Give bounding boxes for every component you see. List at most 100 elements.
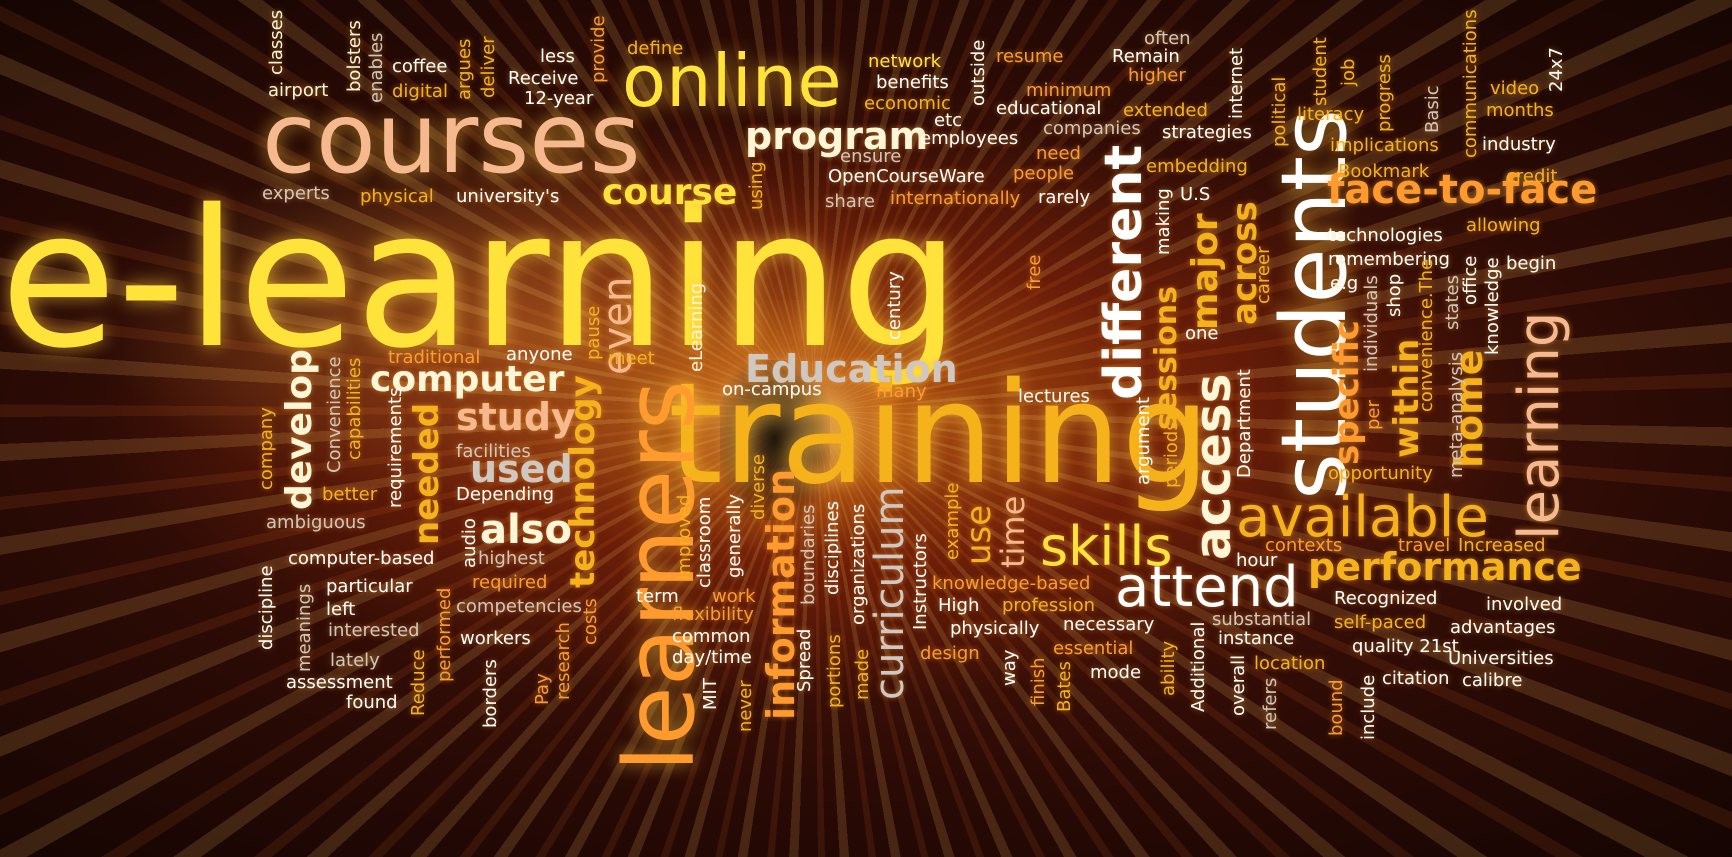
word-increased: Increased <box>1458 535 1546 556</box>
word-finish: finish <box>1028 657 1049 706</box>
word-less: less <box>540 46 575 67</box>
word-experts: experts <box>262 183 330 204</box>
word-quality-21st: quality 21st <box>1352 636 1459 657</box>
word-training: training <box>668 353 1211 516</box>
word-travel: travel <box>1398 535 1451 556</box>
word-course: course <box>602 172 738 213</box>
word-embedding: embedding <box>1146 156 1248 177</box>
word-ensure: ensure <box>840 146 902 167</box>
word-us: U.S <box>1180 184 1211 205</box>
word-improved: Improved <box>674 494 695 580</box>
word-physical: physical <box>360 186 434 207</box>
word-better: better <box>322 484 378 505</box>
word-computer-based: computer-based <box>288 548 435 569</box>
word-enables: enables <box>366 32 387 103</box>
word-network: network <box>868 51 942 72</box>
word-work: work <box>712 586 756 607</box>
word-capabilities: capabilities <box>344 357 365 460</box>
word-never: never <box>735 680 756 732</box>
word-universitys: university's <box>456 186 560 207</box>
word-universities: Universities <box>1448 648 1554 669</box>
word-per: per <box>1363 400 1384 430</box>
word-one: one <box>1185 323 1219 344</box>
word-access: access <box>1184 373 1242 560</box>
word-program: program <box>745 114 929 158</box>
word-generally: generally <box>724 493 745 578</box>
word-flexibility: flexibility <box>672 604 754 625</box>
word-airport: airport <box>268 80 329 101</box>
word-ability: ability <box>1158 640 1179 696</box>
word-periods: periods <box>1161 421 1182 488</box>
word-classroom: classroom <box>694 496 715 588</box>
word-curriculum: curriculum <box>867 486 913 700</box>
word-common: common <box>672 626 751 647</box>
word-calibre: calibre <box>1462 670 1523 691</box>
word-opportunity: opportunity <box>1328 463 1433 484</box>
word-workers: workers <box>460 628 531 649</box>
word-credit: credit <box>1506 166 1558 187</box>
word-internationally: internationally <box>890 188 1021 209</box>
word-major: major <box>1185 213 1226 330</box>
word-higher: higher <box>1128 65 1186 86</box>
word-used: used <box>470 447 573 491</box>
word-meanings: meanings <box>294 583 315 672</box>
word-educational: educational <box>996 98 1102 119</box>
word-basic: Basic <box>1422 85 1443 133</box>
word-advantages: advantages <box>1450 617 1556 638</box>
word-additional: Additional <box>1188 621 1209 712</box>
word-costs: costs <box>580 598 601 645</box>
word-available: available <box>1236 485 1489 550</box>
word-strategies: strategies <box>1162 122 1252 143</box>
word-include: include <box>1358 674 1379 740</box>
word-learning: learning <box>1507 311 1572 540</box>
word-borders: borders <box>480 659 501 728</box>
word-elearning: eLearning <box>686 282 707 372</box>
word-interested: interested <box>328 620 420 641</box>
word-instance: instance <box>1218 628 1295 649</box>
word-individuals: individuals <box>1361 275 1382 372</box>
word-meta-analysis: meta-analysis <box>1446 351 1467 478</box>
word-lately: lately <box>330 650 380 671</box>
word-reduce: Reduce <box>408 649 429 716</box>
word-spread: Spread <box>794 628 815 692</box>
word-specific: specific <box>1327 320 1367 465</box>
word-required: required <box>472 572 548 593</box>
word-convenience-the: convenience.The <box>1416 258 1437 412</box>
word-technologies: technologies <box>1328 225 1443 246</box>
word-literacy: literacy <box>1297 104 1365 125</box>
word-instructors: Instructors <box>910 533 931 630</box>
word-mit: MIT <box>700 678 721 710</box>
word-anyone: anyone <box>506 344 573 365</box>
word-meet: meet <box>608 348 655 369</box>
word-pause: pause <box>583 305 604 360</box>
word-free: free <box>1024 254 1045 291</box>
word-way: way <box>999 649 1020 686</box>
word-bates: Bates <box>1054 661 1075 712</box>
word-daytime: day/time <box>672 647 752 668</box>
word-resume: resume <box>996 46 1064 67</box>
word-attend: attend <box>1115 555 1299 620</box>
word-audio: audio <box>459 518 480 568</box>
word-coffee: coffee <box>392 56 448 77</box>
word-recognized: Recognized <box>1334 588 1438 609</box>
word-provide: provide <box>588 15 609 83</box>
word-political: political <box>1269 76 1290 147</box>
word-online: online <box>622 39 842 123</box>
word-found: found <box>346 692 398 713</box>
word-self-paced: self-paced <box>1334 612 1427 633</box>
word-different: different <box>1094 144 1154 400</box>
word-requirements: requirements <box>385 387 406 508</box>
word-student: student <box>1310 37 1331 106</box>
word-assessment: assessment <box>286 672 393 693</box>
word-pay: Pay <box>532 673 553 705</box>
word-often: often <box>1144 28 1191 49</box>
word-eg: e.g <box>1330 273 1359 294</box>
word-contexts: contexts <box>1265 535 1343 556</box>
word-ambiguous: ambiguous <box>266 512 366 533</box>
word-12-year: 12-year <box>524 88 594 109</box>
word-remain: Remain <box>1112 46 1180 67</box>
word-involved: involved <box>1486 594 1563 615</box>
word-portions: portions <box>824 634 845 708</box>
word-etc: etc <box>934 110 963 131</box>
